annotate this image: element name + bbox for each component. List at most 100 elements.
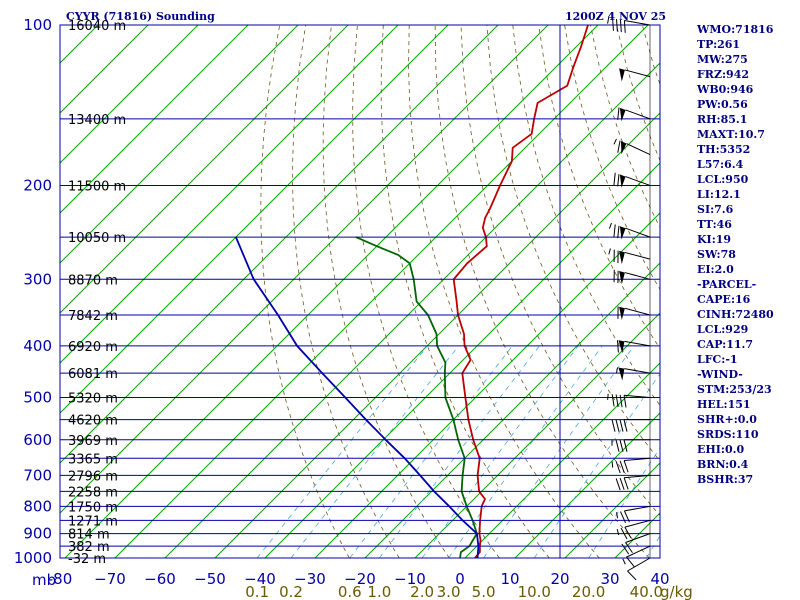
temperature-tick-label: −10	[394, 570, 426, 588]
height-tick-label: 4620 m	[68, 414, 118, 429]
wind-barb-half-feather	[622, 558, 626, 565]
wind-barb-staff	[624, 474, 651, 479]
height-tick-label: 1271 m	[68, 514, 118, 529]
height-tick-label: 6081 m	[68, 367, 118, 382]
height-tick-label: 3969 m	[68, 434, 118, 449]
sounding-time: 1200Z 4 NOV 25	[565, 10, 666, 23]
wind-barb	[608, 248, 651, 264]
pressure-tick-label: 900	[23, 525, 52, 543]
wind-barb-pennant	[618, 367, 625, 381]
wind-barb-half-feather	[607, 17, 610, 24]
isotherm-line	[64, 25, 599, 558]
wind-barb-pennant	[619, 107, 626, 122]
wind-barb-half-feather	[615, 367, 618, 374]
sounding-index-item: CAP:11.7	[697, 338, 754, 351]
wind-barb-feather	[623, 439, 628, 452]
wind-barb-staff	[624, 457, 651, 462]
temperature-tick-label: 10	[500, 570, 519, 588]
plot-frame	[59, 24, 661, 559]
mixing-ratio-tick-label: 2.0	[410, 583, 434, 600]
wind-barb-feather	[611, 394, 615, 407]
wind-barb-staff	[624, 505, 651, 512]
wind-barb-feather	[611, 419, 616, 432]
wind-barb-feather	[619, 439, 624, 452]
mixing-ratio-unit: g/kg	[660, 583, 693, 600]
height-tick-label: 13400 m	[68, 113, 126, 128]
wind-barb-pennant	[619, 250, 625, 264]
sounding-index-item: SI:7.6	[697, 203, 734, 216]
isotherm-line	[164, 62, 660, 558]
sounding-index-item: FRZ:942	[697, 68, 750, 81]
wind-barb	[627, 557, 651, 581]
wind-barb-feather	[623, 460, 629, 473]
wind-barb	[617, 306, 651, 320]
height-tick-label: 10050 m	[68, 231, 126, 246]
isotherm-line	[114, 25, 649, 558]
isotherm-line	[314, 212, 660, 558]
sounding-index-item: -WIND-	[697, 368, 743, 381]
wind-barb-feather	[624, 526, 632, 539]
wind-barb-staff	[624, 368, 651, 374]
wind-barb-staff	[625, 227, 651, 238]
pressure-tick-label: 100	[23, 16, 52, 34]
height-tick-label: 16040 m	[68, 19, 126, 34]
wind-barb-staff	[624, 251, 651, 260]
wind-barb-feather	[625, 542, 633, 554]
wind-barb-half-feather	[616, 512, 619, 519]
sounding-index-item: WB0:946	[697, 83, 754, 96]
isotherm-line	[60, 25, 399, 364]
mixing-ratio-line	[483, 345, 635, 558]
temperature-tick-label: 20	[550, 570, 569, 588]
mixing-ratio-line	[256, 345, 428, 558]
wind-barb	[611, 419, 650, 432]
mixing-ratio-tick-label: 0.6	[338, 583, 362, 600]
wind-barb-pennant	[619, 271, 625, 285]
height-tick-label: 1750 m	[68, 500, 118, 515]
wind-barb-feather	[626, 556, 635, 568]
sounding-index-item: SRDS:110	[697, 428, 759, 441]
height-tick-label: 382 m	[68, 540, 110, 555]
isotherm-line	[364, 262, 660, 558]
wind-barb-pennant	[619, 68, 625, 82]
mixing-ratio-line	[533, 373, 660, 558]
sounding-index-item: TT:46	[697, 218, 732, 231]
isotherm-line	[60, 25, 549, 514]
sounding-index-item: MAXT:10.7	[697, 128, 765, 141]
wind-barb-feather	[615, 461, 621, 474]
wind-barb	[617, 340, 651, 354]
height-tick-label: 6920 m	[68, 340, 118, 355]
mixing-ratio-line	[290, 345, 460, 558]
wind-barb-feather	[617, 107, 620, 120]
parcel-path-line	[235, 236, 480, 558]
wind-barb-feather	[617, 225, 620, 239]
sounding-index-item: LCL:950	[697, 173, 749, 186]
temperature-tick-label: 40	[650, 570, 669, 588]
sounding-index-item: BSHR:37	[697, 473, 754, 486]
pressure-tick-label: 800	[23, 497, 52, 515]
wind-barb-pennant	[618, 340, 625, 354]
wind-barb-half-feather	[613, 138, 617, 145]
sounding-index-item: -PARCEL-	[697, 278, 757, 291]
temperature-tick-label: 30	[600, 570, 619, 588]
wind-barb-feather	[627, 570, 637, 581]
wind-barb	[616, 505, 651, 524]
wind-barb	[619, 68, 651, 82]
wind-barb-feather	[617, 174, 620, 187]
wind-barb-feather	[617, 340, 619, 353]
wind-barb-half-feather	[608, 248, 611, 255]
wind-barb-feather	[623, 395, 627, 408]
height-tick-label: 3365 m	[68, 452, 118, 467]
wind-barb-feather	[615, 439, 620, 452]
wind-barb-feather	[623, 20, 626, 33]
wind-barb-feather	[615, 478, 621, 491]
sounding-index-item: TP:261	[697, 38, 741, 51]
wind-barb-feather	[619, 419, 624, 432]
mixing-ratio-line	[379, 345, 540, 558]
height-tick-label: 2258 m	[68, 485, 118, 500]
wind-barb	[613, 138, 651, 155]
wind-barb-staff	[625, 533, 651, 543]
wind-barb-feather	[619, 19, 622, 33]
isotherm-line	[514, 412, 660, 558]
wind-barb-staff	[625, 109, 651, 120]
